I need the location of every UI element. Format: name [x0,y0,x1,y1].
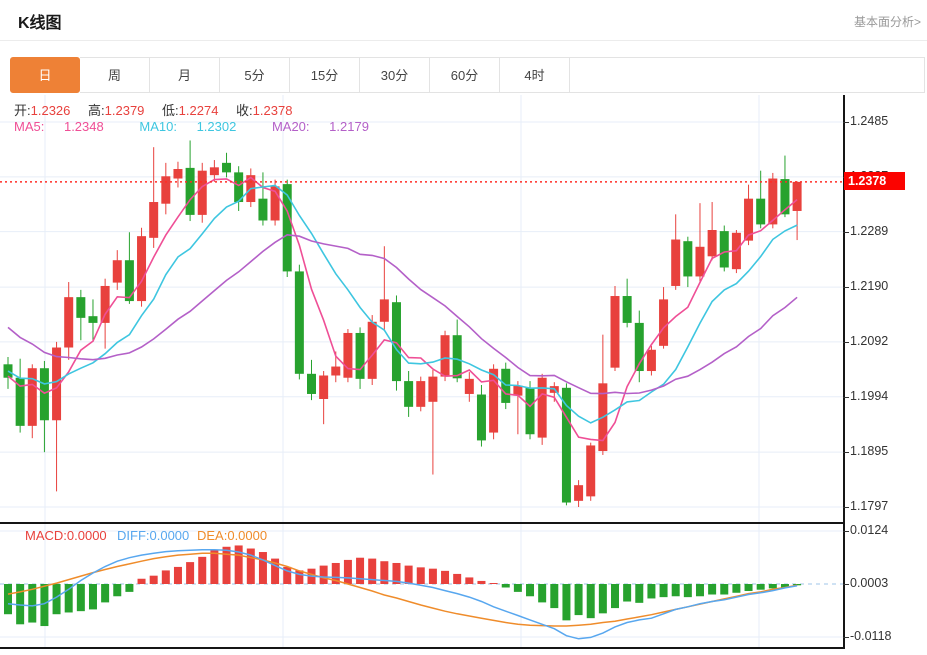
axis-tick [843,396,849,398]
last-price-badge: 1.2378 [844,172,905,190]
axis-tick [843,531,849,532]
ma10-legend: MA10: 1.2302 [139,119,237,134]
tab-period-3[interactable]: 5分 [220,57,290,93]
close-label: 收: [236,103,253,118]
macd-legend: MACD:0.0000 [25,528,107,543]
tab-period-7[interactable]: 4时 [500,57,570,93]
candles-layer [3,140,802,507]
tab-period-6[interactable]: 60分 [430,57,500,93]
fundamental-analysis-link[interactable]: 基本面分析> [853,15,921,29]
dea-legend: DEA:0.0000 [197,528,268,543]
price-axis-label: 1.2289 [850,223,889,238]
tab-period-2[interactable]: 月 [150,57,220,93]
ohlc-info-bar: 开:1.2326 高:1.2379 低:1.2274 收:1.2378 [14,100,306,119]
diff-legend: DIFF:0.0000 [117,528,190,543]
macd-axis-label: 0.0124 [850,523,889,537]
axis-tick [843,122,849,123]
price-axis-label: 1.2092 [850,333,889,348]
ma20-line [7,233,798,395]
axis-tick [843,287,849,289]
page-title: K线图 [18,15,62,32]
axis-tick [843,507,849,508]
low-label: 低: [162,103,179,118]
macd-axis-label: -0.0118 [850,629,892,643]
tab-period-4[interactable]: 15分 [290,57,360,93]
close-value: 1.2378 [252,103,293,118]
high-label: 高: [88,103,105,118]
price-axis-label: 1.2485 [850,114,889,128]
period-tab-bar: 日周月 5分 15分 30分 60分 4时 [10,57,925,93]
axis-tick [843,584,849,585]
ma5-legend: MA5: 1.2348 [14,119,104,134]
axis-tick [843,452,849,454]
tab-period-5[interactable]: 30分 [360,57,430,93]
low-value: 1.2274 [178,103,219,118]
axis-tick [843,637,849,638]
axis-tick [843,341,849,343]
panel-separator-line [0,522,845,524]
y-axis-line [843,95,845,649]
ma5-line [7,176,798,442]
ma-info-bar: MA5: 1.2348 MA10: 1.2302 MA20: 1.2179 [14,119,401,134]
macd-indicator-chart[interactable] [0,524,843,648]
chart-bottom-line [0,647,845,649]
high-value: 1.2379 [104,103,145,118]
header-divider [0,40,927,41]
ma20-legend: MA20: 1.2179 [271,119,369,134]
price-axis-label: 1.1797 [850,499,889,513]
price-axis-label: 1.2190 [850,279,889,294]
diff-line [7,549,798,640]
open-value: 1.2326 [30,103,71,118]
main-candlestick-chart[interactable] [0,95,843,523]
dea-line [7,552,798,627]
price-axis-label: 1.1994 [850,388,889,403]
tab-bar-filler [570,57,925,93]
macd-histogram [4,545,802,627]
open-label: 开: [14,103,31,118]
macd-axis-label: 0.0003 [850,576,889,590]
ma10-line [7,184,798,424]
tab-period-1[interactable]: 周 [80,57,150,93]
tab-period-0[interactable]: 日 [10,57,80,93]
axis-tick [843,231,849,233]
main-gridlines [0,95,843,523]
price-axis-label: 1.1895 [850,444,889,459]
